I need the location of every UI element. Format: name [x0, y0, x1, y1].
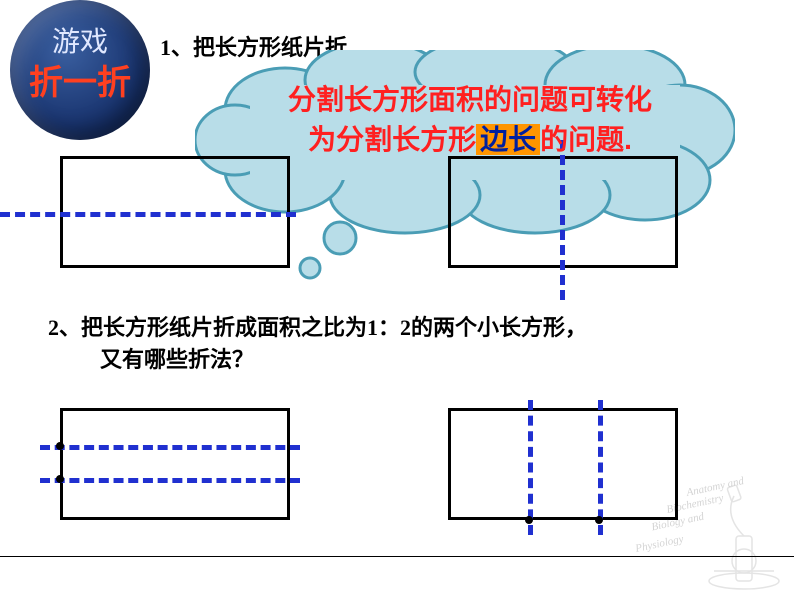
dash-v1 — [560, 140, 565, 300]
dash-h2b — [40, 478, 300, 483]
dot-1 — [56, 442, 64, 450]
game-badge: 游戏 折一折 — [10, 0, 150, 140]
dot-3 — [525, 516, 533, 524]
bottom-border — [0, 556, 794, 596]
dash-v2b — [598, 400, 603, 535]
dash-h1 — [0, 212, 296, 217]
rectangle-3 — [60, 408, 290, 520]
dash-h2a — [40, 445, 300, 450]
dot-4 — [595, 516, 603, 524]
cloud-highlight: 边长 — [476, 124, 540, 155]
cloud-line1: 分割长方形面积的问题可转化 — [288, 84, 652, 115]
cloud-line2b: 的问题. — [540, 124, 632, 155]
dash-v2a — [528, 400, 533, 535]
dot-2 — [56, 475, 64, 483]
badge-subtitle: 折一折 — [10, 55, 150, 104]
question-2-line2: 又有哪些折法？ — [100, 342, 254, 374]
cloud-text: 分割长方形面积的问题可转化 为分割长方形边长的问题. — [215, 80, 725, 160]
cloud-line2a: 为分割长方形 — [308, 124, 476, 155]
badge-title: 游戏 — [10, 20, 150, 60]
question-2-line1: 2、把长方形纸片折成面积之比为1：2的两个小长方形， — [48, 310, 587, 342]
